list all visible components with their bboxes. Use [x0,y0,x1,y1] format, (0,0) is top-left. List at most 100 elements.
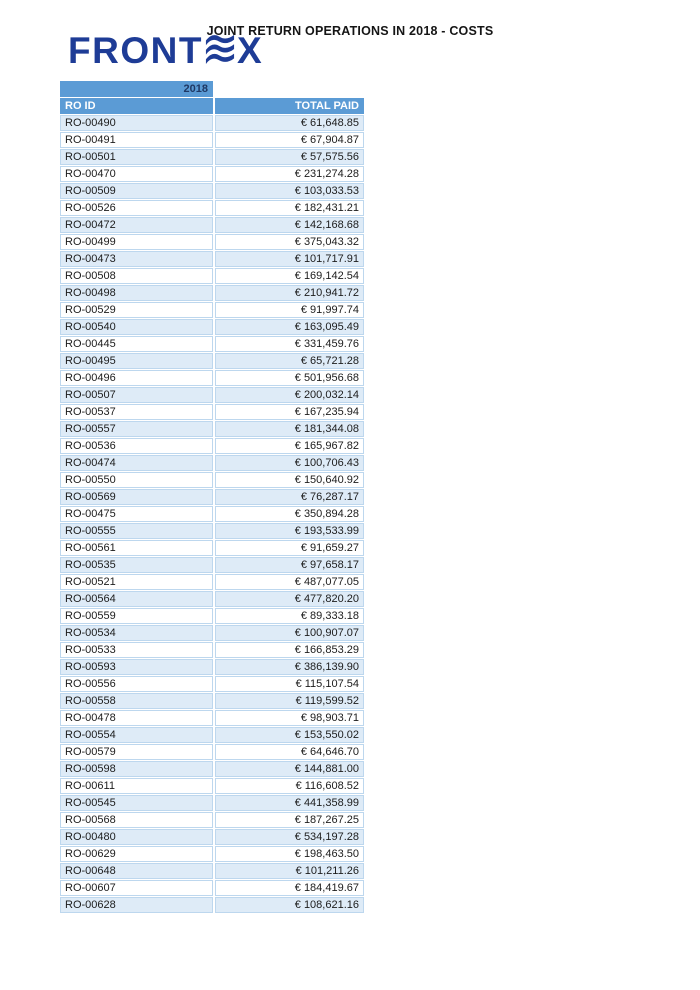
total-paid-cell: € 181,344.08 [215,421,364,437]
ro-id-cell: RO-00555 [60,523,213,539]
ro-id-cell: RO-00536 [60,438,213,454]
ro-id-cell: RO-00495 [60,353,213,369]
ro-id-cell: RO-00501 [60,149,213,165]
ro-id-cell: RO-00533 [60,642,213,658]
total-paid-cell: € 231,274.28 [215,166,364,182]
total-paid-cell: € 108,621.16 [215,897,364,913]
total-paid-column-header: TOTAL PAID [215,98,364,114]
ro-id-cell: RO-00508 [60,268,213,284]
ro-id-cell: RO-00537 [60,404,213,420]
total-paid-cell: € 210,941.72 [215,285,364,301]
ro-id-cell: RO-00496 [60,370,213,386]
year-header-cell: 2018 [60,81,213,97]
table-row: RO-00499 € 375,043.32 [60,234,364,250]
table-row: RO-00540 € 163,095.49 [60,319,364,335]
table-row: RO-00598 € 144,881.00 [60,761,364,777]
table-row: RO-00557 € 181,344.08 [60,421,364,437]
ro-id-cell: RO-00648 [60,863,213,879]
total-paid-cell: € 184,419.67 [215,880,364,896]
table-row: RO-00537 € 167,235.94 [60,404,364,420]
table-row: RO-00564 € 477,820.20 [60,591,364,607]
ro-id-cell: RO-00556 [60,676,213,692]
total-paid-cell: € 57,575.56 [215,149,364,165]
table-row: RO-00558 € 119,599.52 [60,693,364,709]
ro-id-cell: RO-00545 [60,795,213,811]
total-paid-cell: € 76,287.17 [215,489,364,505]
logo-text-front: FRONT [68,29,203,71]
ro-id-cell: RO-00445 [60,336,213,352]
total-paid-cell: € 198,463.50 [215,846,364,862]
ro-id-cell: RO-00521 [60,574,213,590]
total-paid-cell: € 187,267.25 [215,812,364,828]
table-row: RO-00478 € 98,903.71 [60,710,364,726]
ro-id-cell: RO-00509 [60,183,213,199]
total-paid-cell: € 167,235.94 [215,404,364,420]
total-paid-cell: € 142,168.68 [215,217,364,233]
total-paid-cell: € 61,648.85 [215,115,364,131]
ro-id-cell: RO-00611 [60,778,213,794]
ro-id-cell: RO-00473 [60,251,213,267]
table-row: RO-00555 € 193,533.99 [60,523,364,539]
ro-id-cell: RO-00559 [60,608,213,624]
year-header-spacer [215,81,364,97]
table-row: RO-00559 € 89,333.18 [60,608,364,624]
table-row: RO-00501 € 57,575.56 [60,149,364,165]
table-row: RO-00629 € 198,463.50 [60,846,364,862]
table-row: RO-00569 € 76,287.17 [60,489,364,505]
total-paid-cell: € 103,033.53 [215,183,364,199]
total-paid-cell: € 163,095.49 [215,319,364,335]
ro-id-cell: RO-00593 [60,659,213,675]
ro-id-cell: RO-00554 [60,727,213,743]
ro-id-cell: RO-00480 [60,829,213,845]
year-header-row: 2018 [60,81,364,97]
total-paid-cell: € 67,904.87 [215,132,364,148]
table-row: RO-00496 € 501,956.68 [60,370,364,386]
total-paid-cell: € 144,881.00 [215,761,364,777]
total-paid-cell: € 487,077.05 [215,574,364,590]
total-paid-cell: € 477,820.20 [215,591,364,607]
ro-id-cell: RO-00507 [60,387,213,403]
ro-id-cell: RO-00499 [60,234,213,250]
ro-id-cell: RO-00568 [60,812,213,828]
total-paid-cell: € 97,658.17 [215,557,364,573]
logo-text-x: X [236,29,264,71]
total-paid-cell: € 375,043.32 [215,234,364,250]
ro-id-cell: RO-00558 [60,693,213,709]
ro-id-cell: RO-00529 [60,302,213,318]
table-row: RO-00445 € 331,459.76 [60,336,364,352]
total-paid-cell: € 165,967.82 [215,438,364,454]
table-row: RO-00470 € 231,274.28 [60,166,364,182]
total-paid-cell: € 441,358.99 [215,795,364,811]
costs-table: 2018 RO ID TOTAL PAID RO-00490 € 61,648.8… [58,80,366,914]
table-row: RO-00556 € 115,107.54 [60,676,364,692]
table-row: RO-00480 € 534,197.28 [60,829,364,845]
total-paid-cell: € 101,211.26 [215,863,364,879]
table-row: RO-00474 € 100,706.43 [60,455,364,471]
table-row: RO-00535 € 97,658.17 [60,557,364,573]
total-paid-cell: € 100,907.07 [215,625,364,641]
total-paid-cell: € 98,903.71 [215,710,364,726]
table-row: RO-00611 € 116,608.52 [60,778,364,794]
total-paid-cell: € 501,956.68 [215,370,364,386]
total-paid-cell: € 91,997.74 [215,302,364,318]
table-row: RO-00491 € 67,904.87 [60,132,364,148]
frontex-wave-e-icon [205,32,235,70]
table-row: RO-00472 € 142,168.68 [60,217,364,233]
page-title: JOINT RETURN OPERATIONS IN 2018 - COSTS [206,24,494,38]
table-row: RO-00550 € 150,640.92 [60,472,364,488]
total-paid-cell: € 100,706.43 [215,455,364,471]
ro-id-cell: RO-00607 [60,880,213,896]
total-paid-cell: € 534,197.28 [215,829,364,845]
table-row: RO-00490 € 61,648.85 [60,115,364,131]
table-row: RO-00475 € 350,894.28 [60,506,364,522]
ro-id-cell: RO-00490 [60,115,213,131]
ro-id-cell: RO-00569 [60,489,213,505]
table-row: RO-00648 € 101,211.26 [60,863,364,879]
frontex-logo: FRONT X [68,31,263,69]
table-row: RO-00607 € 184,419.67 [60,880,364,896]
table-row: RO-00533 € 166,853.29 [60,642,364,658]
ro-id-cell: RO-00579 [60,744,213,760]
ro-id-cell: RO-00540 [60,319,213,335]
total-paid-cell: € 116,608.52 [215,778,364,794]
